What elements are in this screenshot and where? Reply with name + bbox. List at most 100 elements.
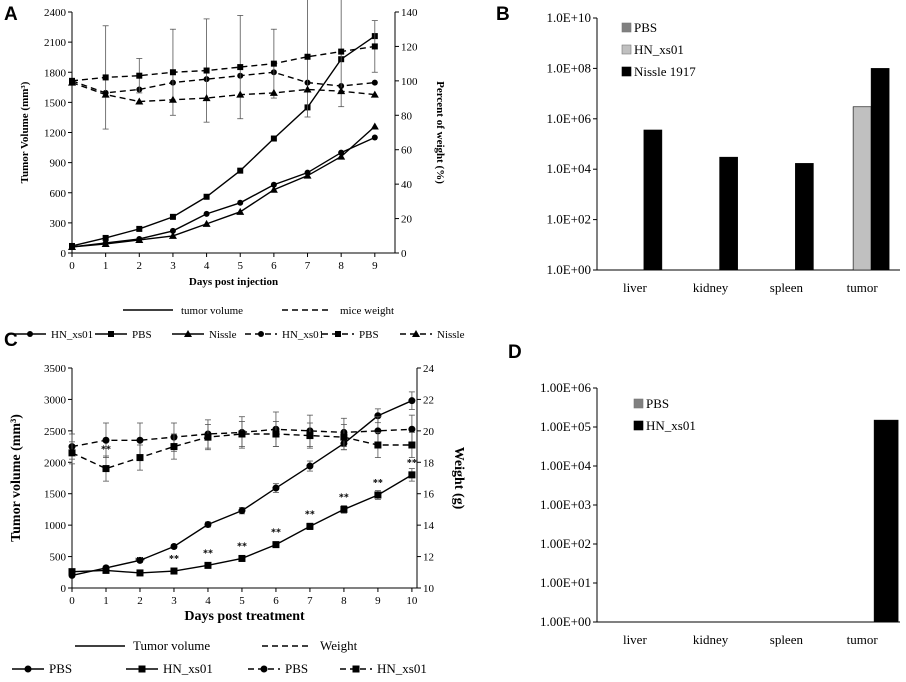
a-data-point xyxy=(236,207,245,215)
c-data-point xyxy=(204,561,212,569)
c-significance-label: ** xyxy=(305,509,315,520)
c-data-point xyxy=(102,436,110,444)
a-series-4 xyxy=(69,0,378,130)
a-data-point xyxy=(269,185,278,193)
c-xtick-label: 9 xyxy=(375,595,381,607)
a-series-2 xyxy=(68,122,379,250)
c-y2tick-label: 24 xyxy=(423,363,435,375)
a-data-point xyxy=(68,242,76,250)
a-series-1 xyxy=(69,33,378,249)
a-data-point xyxy=(135,97,144,105)
c-significance-label: ** xyxy=(135,556,145,567)
a-data-point xyxy=(136,72,143,79)
c-ytick-label: 0 xyxy=(61,583,67,595)
a-data-point xyxy=(102,234,109,241)
a-series-line xyxy=(71,136,376,248)
a-series-line xyxy=(71,125,376,248)
c-xtick-label: 6 xyxy=(273,595,279,607)
a-data-point xyxy=(337,152,346,160)
panel-label-d: D xyxy=(508,342,522,363)
c-legend-marker-label: PBS xyxy=(285,661,308,676)
panel-label-c: C xyxy=(4,330,18,351)
a-y-axis-title: Tumor Volume (mm³) xyxy=(19,81,31,183)
c-data-point xyxy=(238,507,246,515)
a-data-point xyxy=(102,74,109,81)
a-y2tick-label: 0 xyxy=(401,248,407,260)
a-ytick-label: 300 xyxy=(50,218,67,230)
c-y2tick-label: 12 xyxy=(423,552,434,564)
a-ytick-label: 900 xyxy=(50,158,67,170)
d-legend-label: HN_xs01 xyxy=(646,418,696,433)
a-y2-axis-title: Percent of weight (%) xyxy=(434,81,446,184)
a-xtick-label: 1 xyxy=(103,260,109,272)
c-data-point xyxy=(68,449,76,457)
a-legend-marker-label: HN_xs01 xyxy=(282,329,324,341)
b-bar xyxy=(643,129,663,271)
c-legend-marker-label: PBS xyxy=(49,661,72,676)
a-ytick-label: 1800 xyxy=(44,67,67,79)
a-xtick-label: 0 xyxy=(69,260,75,272)
c-xtick-label: 10 xyxy=(406,595,418,607)
a-series-line xyxy=(71,71,375,94)
c-y2tick-label: 10 xyxy=(423,583,435,595)
a-data-point xyxy=(371,43,378,50)
c-data-point xyxy=(408,425,416,433)
c-series-line xyxy=(71,433,412,470)
a-data-point xyxy=(270,135,277,142)
c-data-point xyxy=(136,556,144,564)
c-data-point xyxy=(204,521,212,529)
a-legend-marker xyxy=(27,331,33,337)
d-category-label: kidney xyxy=(693,632,729,647)
c-xtick-label: 3 xyxy=(171,595,177,607)
c-data-point xyxy=(204,433,212,441)
c-legend-marker-label: HN_xs01 xyxy=(377,661,427,676)
a-legend-marker xyxy=(184,330,192,337)
c-data-point xyxy=(102,566,110,574)
a-legend-marker-label: HN_xs01 xyxy=(51,329,93,341)
a-data-point xyxy=(303,85,312,93)
c-ytick-label: 500 xyxy=(50,552,67,564)
d-category-label: liver xyxy=(623,632,647,647)
c-xtick-label: 5 xyxy=(239,595,245,607)
c-significance-label: ** xyxy=(237,541,247,552)
a-series-line xyxy=(71,81,375,103)
c-data-point xyxy=(272,541,280,549)
c-legend-marker-label: HN_xs01 xyxy=(163,661,213,676)
a-data-point xyxy=(270,181,277,188)
a-data-point xyxy=(202,219,211,227)
a-ytick-label: 1500 xyxy=(44,97,67,109)
a-y2tick-label: 60 xyxy=(401,145,413,157)
c-xtick-label: 7 xyxy=(307,595,313,607)
c-data-point xyxy=(340,433,348,441)
panel-label-b: B xyxy=(496,4,510,25)
c-y2tick-label: 14 xyxy=(423,520,435,532)
c-data-point xyxy=(170,567,178,575)
c-legend-marker xyxy=(352,665,360,673)
c-data-point xyxy=(306,462,314,470)
c-xtick-label: 1 xyxy=(103,595,109,607)
b-bar xyxy=(870,68,890,271)
a-data-point xyxy=(370,90,379,98)
c-series-1 xyxy=(68,468,416,577)
a-data-point xyxy=(203,67,210,74)
a-y2tick-label: 80 xyxy=(401,110,413,122)
c-ytick-label: 3500 xyxy=(44,363,67,375)
c-data-point xyxy=(68,568,76,576)
c-significance-label: ** xyxy=(407,458,417,469)
a-y2tick-label: 20 xyxy=(401,214,413,226)
a-series-5 xyxy=(68,78,379,105)
a-legend-marker xyxy=(335,331,341,337)
a-xtick-label: 4 xyxy=(204,260,210,272)
c-y2tick-label: 20 xyxy=(423,426,435,438)
c-legend-style-label: Weight xyxy=(320,638,358,653)
a-data-point xyxy=(338,48,345,55)
a-xtick-label: 3 xyxy=(170,260,176,272)
d-category-label: tumor xyxy=(847,632,879,647)
a-y2tick-label: 120 xyxy=(401,41,418,53)
d-legend-swatch xyxy=(633,398,644,409)
panel-label-a: A xyxy=(4,4,18,25)
c-xtick-label: 8 xyxy=(341,595,347,607)
a-data-point xyxy=(202,94,211,102)
a-ytick-label: 0 xyxy=(61,248,67,260)
